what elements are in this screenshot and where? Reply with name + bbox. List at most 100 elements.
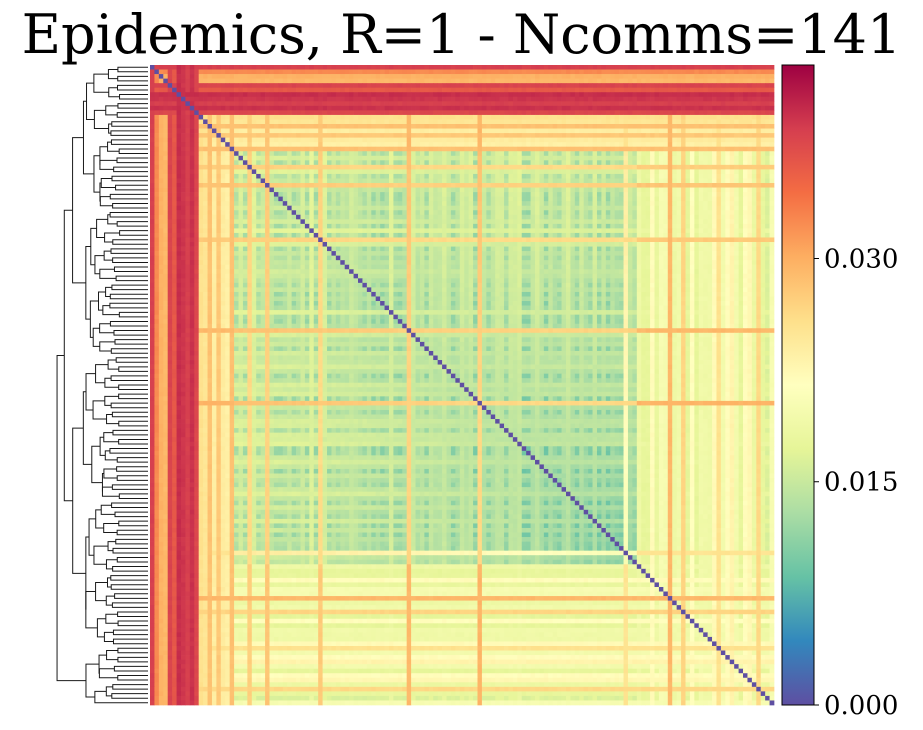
- heatmap-cell: [252, 151, 257, 156]
- heatmap-cell: [438, 169, 443, 174]
- heatmap-cell: [575, 129, 580, 134]
- heatmap-cell: [659, 115, 664, 120]
- heatmap-cell: [508, 129, 513, 134]
- heatmap-cell: [508, 183, 513, 188]
- heatmap-cell: [641, 147, 646, 152]
- heatmap-cell: [562, 160, 567, 165]
- heatmap-cell: [730, 110, 735, 115]
- heatmap-cell: [411, 178, 416, 183]
- heatmap-cell: [345, 169, 350, 174]
- heatmap-cell: [154, 106, 159, 111]
- heatmap-cell: [371, 160, 376, 165]
- heatmap-cell: [433, 188, 438, 193]
- heatmap-cell: [694, 74, 699, 79]
- heatmap-cell: [672, 74, 677, 79]
- heatmap-cell: [597, 124, 602, 129]
- heatmap-cell: [278, 65, 283, 70]
- heatmap-cell: [416, 92, 421, 97]
- heatmap-cell: [411, 174, 416, 179]
- heatmap-cell: [172, 183, 177, 188]
- heatmap-cell: [234, 83, 239, 88]
- heatmap-cell: [292, 219, 297, 224]
- heatmap-cell: [544, 206, 549, 211]
- heatmap-cell: [172, 160, 177, 165]
- heatmap-cell: [770, 124, 775, 129]
- heatmap-cell: [513, 110, 518, 115]
- heatmap-cell: [752, 65, 757, 70]
- heatmap-cell: [398, 197, 403, 202]
- heatmap-cell: [159, 70, 164, 75]
- heatmap-cell: [685, 138, 690, 143]
- heatmap-cell: [199, 219, 204, 224]
- heatmap-cell: [163, 188, 168, 193]
- heatmap-cell: [292, 115, 297, 120]
- heatmap-cell: [725, 115, 730, 120]
- heatmap-cell: [402, 219, 407, 224]
- heatmap-cell: [194, 165, 199, 170]
- heatmap-cell: [185, 129, 190, 134]
- heatmap-cell: [331, 178, 336, 183]
- heatmap-cell: [442, 174, 447, 179]
- heatmap-cell: [323, 88, 328, 93]
- heatmap-cell: [712, 142, 717, 147]
- heatmap-cell: [442, 133, 447, 138]
- heatmap-cell: [681, 110, 686, 115]
- heatmap-cell: [491, 70, 496, 75]
- heatmap-cell: [216, 183, 221, 188]
- heatmap-cell: [655, 83, 660, 88]
- heatmap-cell: [646, 79, 651, 84]
- heatmap-cell: [181, 160, 186, 165]
- heatmap-cell: [239, 215, 244, 220]
- heatmap-cell: [402, 215, 407, 220]
- heatmap-cell: [703, 101, 708, 106]
- heatmap-cell: [637, 83, 642, 88]
- heatmap-cell: [752, 119, 757, 124]
- heatmap-cell: [190, 97, 195, 102]
- heatmap-cell: [624, 206, 629, 211]
- heatmap-cell: [482, 156, 487, 161]
- heatmap-cell: [526, 142, 531, 147]
- heatmap-cell: [442, 124, 447, 129]
- heatmap-cell: [424, 192, 429, 197]
- heatmap-cell: [327, 210, 332, 215]
- heatmap-cell: [393, 192, 398, 197]
- heatmap-cell: [531, 70, 536, 75]
- heatmap-cell: [703, 133, 708, 138]
- heatmap-cell: [685, 79, 690, 84]
- heatmap-cell: [460, 178, 465, 183]
- dendrogram-link: [114, 167, 148, 172]
- heatmap-cell: [721, 174, 726, 179]
- dendrogram-link: [116, 358, 148, 363]
- heatmap-cell: [243, 183, 248, 188]
- heatmap-cell: [650, 88, 655, 93]
- heatmap-cell: [464, 133, 469, 138]
- heatmap-cell: [185, 156, 190, 161]
- heatmap-cell: [765, 160, 770, 165]
- heatmap-cell: [756, 129, 761, 134]
- heatmap-cell: [694, 79, 699, 84]
- heatmap-cell: [557, 192, 562, 197]
- heatmap-cell: [469, 201, 474, 206]
- heatmap-cell: [194, 129, 199, 134]
- heatmap-cell: [562, 97, 567, 102]
- heatmap-cell: [442, 215, 447, 220]
- heatmap-cell: [150, 201, 155, 206]
- heatmap-cell: [243, 151, 248, 156]
- heatmap-cell: [265, 138, 270, 143]
- heatmap-cell: [553, 147, 558, 152]
- heatmap-cell: [305, 147, 310, 152]
- heatmap-cell: [451, 110, 456, 115]
- heatmap-cell: [685, 201, 690, 206]
- heatmap-cell: [562, 188, 567, 193]
- heatmap-cell: [154, 192, 159, 197]
- dendrogram-link: [111, 249, 148, 254]
- heatmap-cell: [473, 101, 478, 106]
- heatmap-cell: [380, 115, 385, 120]
- heatmap-cell: [283, 124, 288, 129]
- heatmap-cell: [336, 106, 341, 111]
- heatmap-cell: [743, 133, 748, 138]
- heatmap-cell: [615, 106, 620, 111]
- heatmap-cell: [208, 83, 213, 88]
- heatmap-cell: [579, 138, 584, 143]
- heatmap-cell: [225, 147, 230, 152]
